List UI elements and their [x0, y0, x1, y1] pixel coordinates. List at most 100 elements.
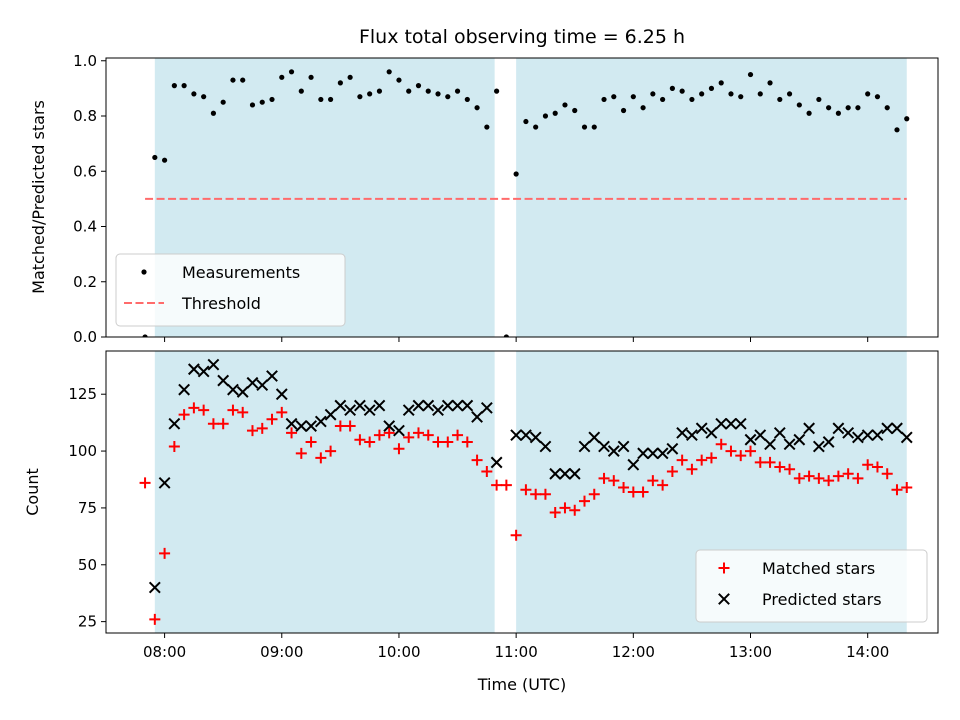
data-point — [354, 434, 366, 446]
data-point — [666, 442, 679, 455]
data-point — [520, 484, 532, 496]
data-point — [738, 94, 744, 100]
y-tick-label: 0.0 — [73, 328, 97, 346]
data-point — [451, 399, 464, 412]
data-point — [403, 431, 415, 443]
data-point — [415, 83, 422, 89]
data-point — [269, 96, 275, 103]
y-tick-label: 125 — [68, 385, 97, 403]
data-point — [259, 99, 265, 105]
data-point — [236, 386, 249, 398]
legend-marker — [141, 269, 147, 275]
data-point — [425, 88, 431, 94]
data-point — [855, 105, 861, 111]
data-point — [207, 358, 220, 371]
data-point — [884, 105, 890, 111]
data-point — [353, 399, 366, 412]
data-point — [383, 420, 396, 432]
y-tick-label: 1.0 — [73, 52, 97, 70]
x-tick-label: 11:00 — [495, 643, 538, 661]
data-point — [881, 422, 894, 435]
data-point — [295, 420, 308, 432]
data-point — [217, 418, 229, 430]
data-point — [445, 94, 451, 100]
data-point — [705, 452, 717, 464]
x-tick-label: 10:00 — [377, 643, 420, 661]
data-point — [325, 445, 337, 457]
data-point — [708, 85, 715, 91]
data-point — [471, 454, 483, 466]
observing-interval-2 — [516, 58, 907, 337]
data-point — [191, 91, 197, 97]
y-tick-label: 0.8 — [73, 107, 97, 125]
data-point — [298, 88, 304, 94]
data-point — [699, 91, 705, 97]
data-point — [611, 94, 617, 100]
y-tick-label: 0.6 — [73, 162, 97, 180]
data-point — [412, 427, 424, 439]
bottom-legend: Matched stars Predicted stars — [695, 549, 928, 623]
data-point — [874, 94, 881, 100]
data-point — [689, 96, 695, 103]
data-point — [442, 436, 454, 448]
legend-label: Threshold — [181, 294, 261, 313]
data-point — [318, 96, 324, 103]
data-point — [784, 463, 796, 475]
data-point — [754, 429, 767, 442]
data-point — [484, 124, 490, 130]
data-point — [861, 429, 874, 442]
data-point — [620, 107, 627, 114]
data-point — [188, 402, 200, 414]
data-point — [230, 77, 236, 83]
data-point — [871, 461, 883, 473]
data-point — [696, 454, 708, 466]
top-plot-area — [142, 69, 910, 337]
data-point — [171, 83, 177, 89]
data-point — [562, 102, 568, 108]
data-point — [422, 429, 434, 441]
data-point — [246, 376, 259, 389]
data-point — [344, 420, 356, 432]
data-point — [383, 427, 395, 439]
data-point — [464, 96, 470, 103]
data-point — [187, 363, 200, 376]
data-point — [657, 479, 669, 491]
x-axis-label: Time (UTC) — [477, 675, 566, 694]
data-point — [646, 447, 659, 460]
data-point — [324, 408, 337, 421]
data-point — [542, 113, 549, 119]
y-tick-label: 0.2 — [73, 273, 97, 291]
data-point — [617, 440, 630, 453]
data-point — [285, 417, 298, 430]
data-point — [227, 404, 239, 416]
data-point — [503, 334, 509, 337]
bottom-axes-frame — [105, 350, 939, 634]
data-point — [823, 475, 835, 487]
data-point — [474, 105, 480, 111]
data-point — [256, 422, 268, 434]
data-point — [676, 454, 688, 466]
data-point — [480, 401, 493, 414]
data-point — [757, 91, 763, 97]
data-point — [796, 102, 802, 108]
data-point — [539, 488, 551, 500]
data-point — [718, 80, 724, 86]
data-point — [142, 334, 148, 337]
data-point — [249, 102, 256, 108]
data-point — [773, 426, 786, 439]
data-point — [178, 409, 190, 421]
data-point — [454, 88, 461, 94]
data-point — [852, 431, 864, 444]
data-point — [601, 96, 607, 103]
data-point — [494, 88, 500, 94]
data-point — [197, 365, 210, 378]
data-point — [650, 91, 656, 97]
data-point — [161, 157, 168, 163]
data-point — [266, 413, 278, 425]
chart-title: Flux total observing time = 6.25 h — [359, 26, 685, 48]
data-point — [812, 440, 825, 453]
data-point — [754, 456, 766, 468]
top-panel: 0.0 0.2 0.4 0.6 0.8 1.0 Measurements Threshold — [73, 52, 939, 346]
data-point — [734, 417, 747, 430]
bottom-plot-area — [139, 358, 913, 625]
